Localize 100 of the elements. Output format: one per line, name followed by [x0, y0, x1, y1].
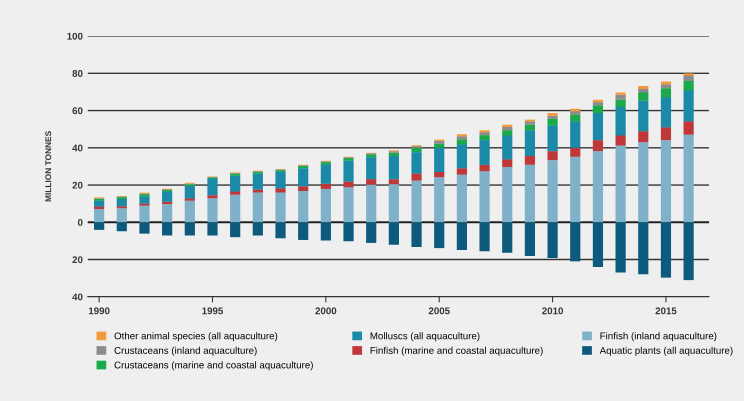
bar [638, 100, 648, 132]
bar [388, 222, 399, 245]
legend-label: Crustaceans (marine and coastal aquaculture) [114, 361, 313, 370]
bar [94, 209, 104, 222]
bar [592, 102, 604, 106]
bar [230, 222, 240, 238]
bar [320, 222, 331, 241]
y-tick-label: 40 [72, 293, 83, 300]
bar [388, 184, 399, 222]
bar [343, 187, 354, 222]
bar [207, 195, 218, 198]
bar [684, 80, 694, 90]
bar [116, 222, 127, 232]
bar [592, 140, 604, 152]
bar [479, 164, 490, 172]
bar [411, 180, 422, 222]
bar [207, 198, 218, 222]
bar [684, 121, 694, 135]
bar [94, 200, 104, 207]
bar [456, 144, 467, 168]
bar [592, 112, 604, 140]
bar [275, 222, 286, 238]
legend-label: Aquatic plants (all aquaculture) [600, 346, 733, 356]
bar [547, 160, 558, 222]
bar [616, 222, 626, 273]
legend-label: Molluscs (all aquaculture) [370, 332, 480, 342]
bar [94, 206, 104, 210]
bar [456, 222, 467, 250]
bar [94, 222, 104, 230]
bar [456, 140, 467, 144]
bar [638, 88, 648, 92]
bar [298, 190, 308, 222]
bar [434, 148, 444, 172]
bar [388, 152, 399, 156]
bar [434, 144, 444, 148]
x-tick-label: 2005 [428, 307, 450, 314]
bar [184, 200, 195, 222]
bar [252, 222, 263, 236]
bar [230, 194, 240, 222]
bar [547, 112, 558, 116]
bar [162, 222, 172, 236]
bar [139, 206, 150, 222]
bar [207, 178, 218, 196]
bar [298, 222, 308, 240]
bar [275, 188, 286, 192]
bar [479, 132, 490, 136]
bar [616, 100, 626, 108]
bar [479, 171, 490, 222]
bar [547, 222, 558, 258]
bar [524, 164, 536, 222]
bar [638, 86, 648, 89]
bar [592, 105, 604, 113]
bar [616, 146, 626, 222]
bar [116, 208, 127, 222]
bar [275, 192, 286, 222]
legend-label: Finfish (marine and coastal aquaculture) [370, 346, 543, 356]
bar [456, 174, 467, 222]
bar [660, 127, 672, 140]
bar [343, 160, 354, 182]
bar [456, 168, 467, 175]
bar [207, 222, 218, 236]
bar [479, 140, 490, 165]
bar [343, 182, 354, 188]
bar [434, 177, 444, 222]
bar [252, 174, 263, 190]
bar [411, 148, 422, 152]
bar [660, 140, 672, 222]
bar [570, 111, 580, 115]
bar [638, 92, 648, 101]
bar [570, 222, 580, 262]
bar [320, 184, 331, 189]
bar [684, 76, 694, 81]
bar [524, 124, 536, 130]
bar [547, 116, 558, 119]
bar [616, 107, 626, 136]
bar [411, 152, 422, 174]
bar [139, 222, 150, 234]
bar [547, 118, 558, 126]
bar [230, 176, 240, 192]
bar [660, 98, 672, 128]
bar [184, 222, 195, 236]
bar [638, 142, 648, 222]
bar [434, 172, 444, 178]
y-tick-label: 20 [72, 182, 83, 189]
legend-label: Finfish (inland aquaculture) [600, 332, 716, 342]
bar [502, 130, 512, 136]
bar [479, 135, 490, 140]
bar [638, 131, 648, 142]
bar [616, 94, 626, 100]
bar [524, 156, 536, 165]
bar [547, 126, 558, 152]
bar [616, 136, 626, 146]
bar [684, 222, 694, 280]
bar [660, 82, 672, 84]
bar [275, 171, 286, 188]
bar [434, 222, 444, 248]
bar [570, 156, 580, 222]
bar [116, 198, 127, 206]
x-tick-label: 2015 [655, 307, 676, 314]
bar [479, 222, 490, 252]
